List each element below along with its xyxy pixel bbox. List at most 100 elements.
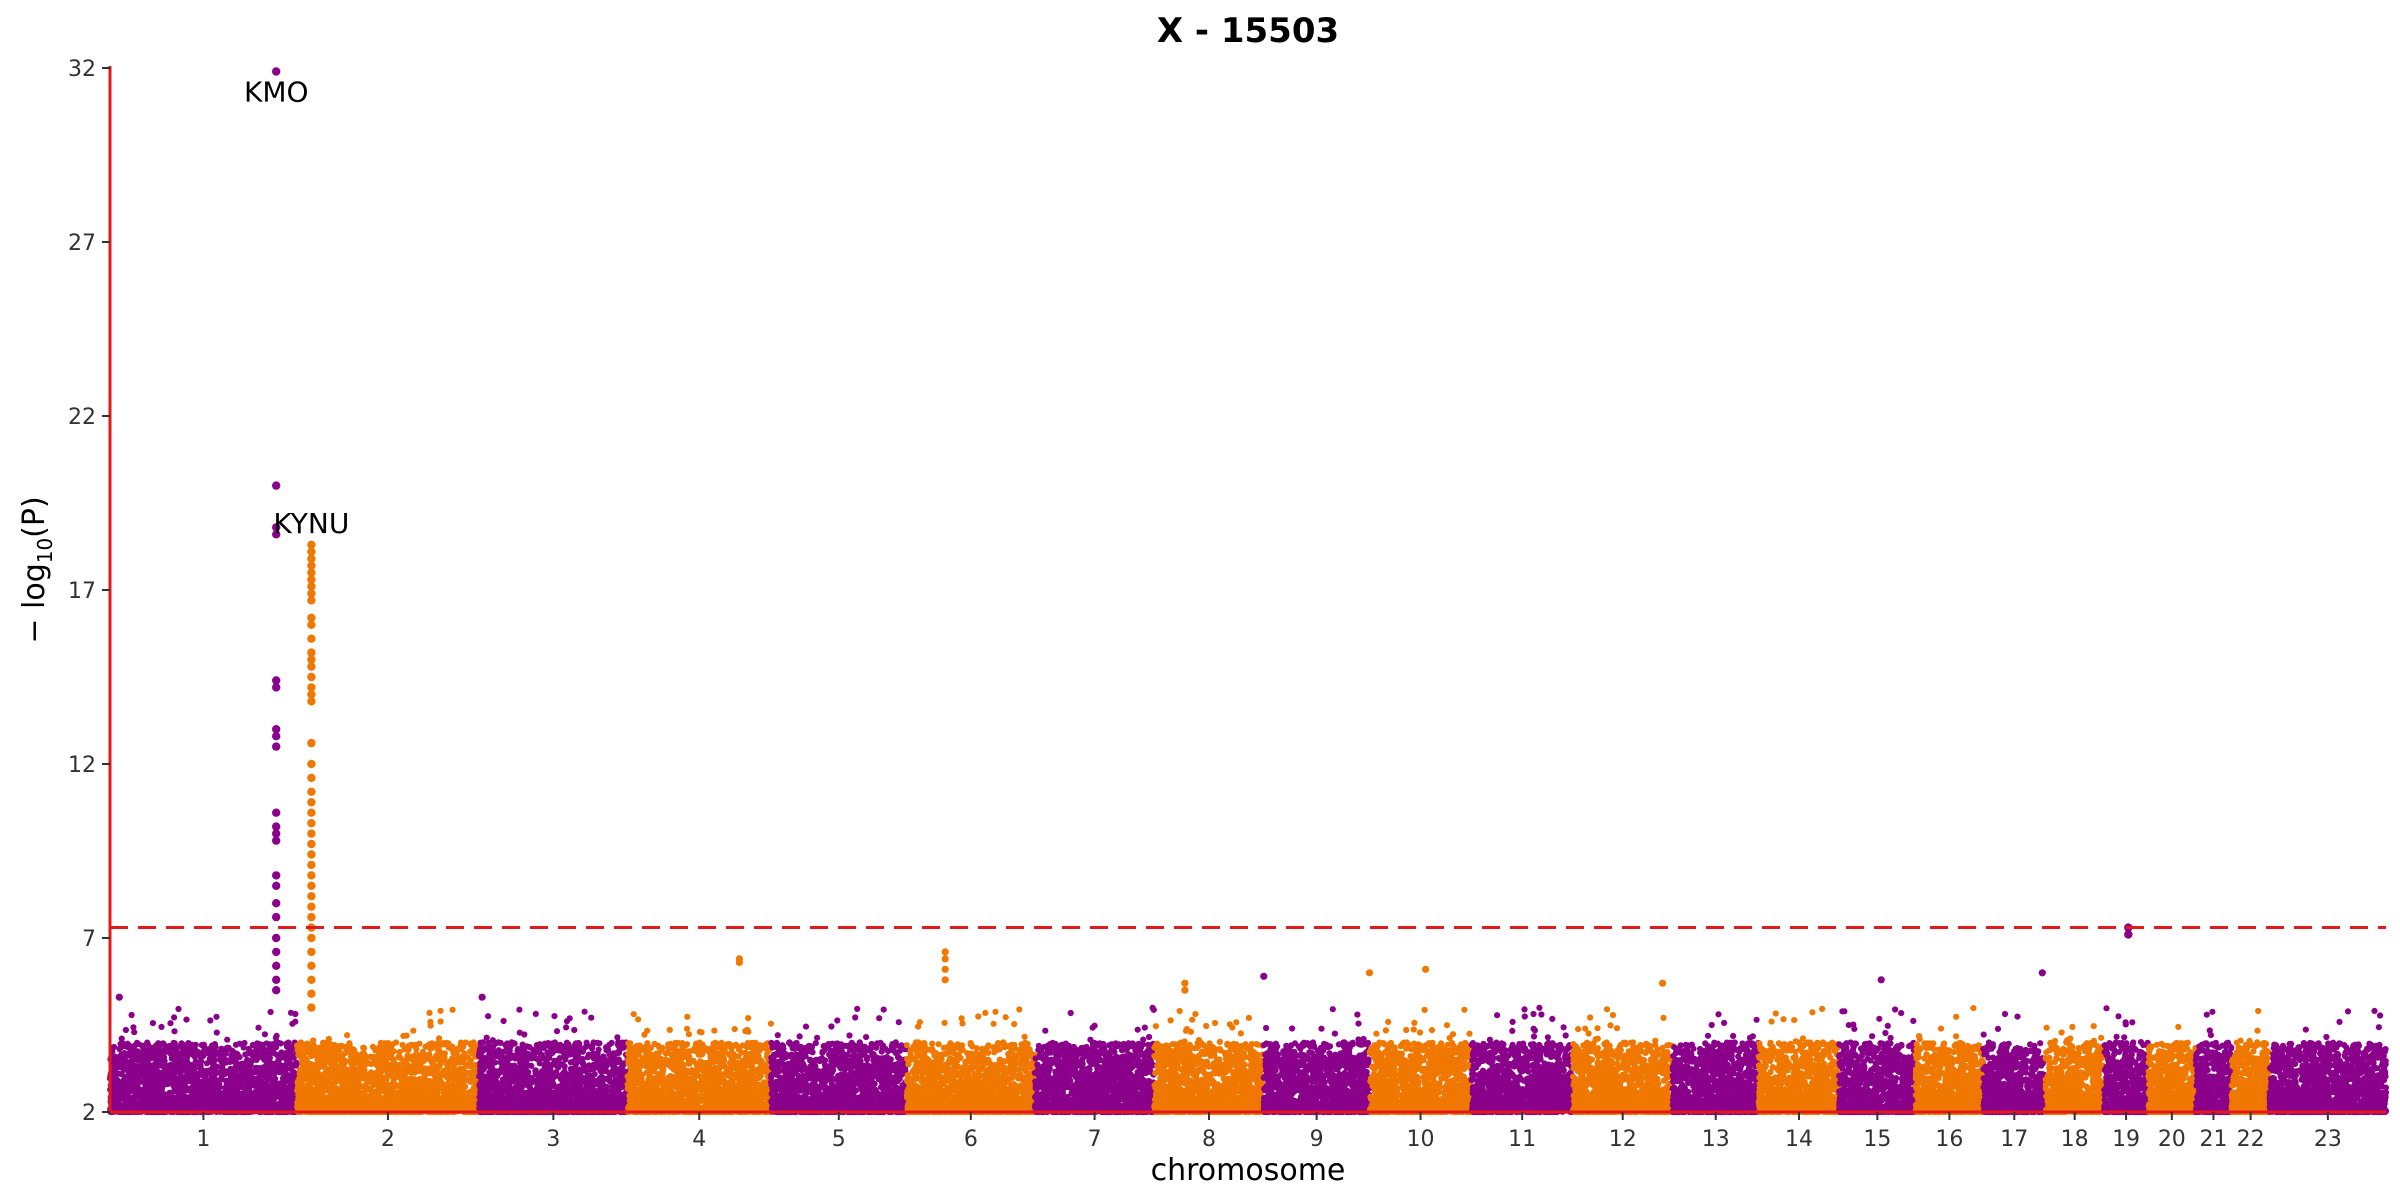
snp-point: [295, 1050, 303, 1057]
chromosome-1-points: [106, 1005, 300, 1116]
snp-point: [386, 1051, 393, 1058]
snp-point: [396, 1054, 403, 1061]
snp-point: [253, 1048, 260, 1055]
snp-point: [161, 1058, 168, 1065]
snp-point: [403, 1046, 410, 1053]
snp-point: [131, 1073, 138, 1080]
snp-point: [370, 1059, 377, 1067]
snp-point: [304, 1058, 311, 1065]
snp-point: [275, 1039, 282, 1046]
snp-point: [171, 1101, 178, 1108]
snp-point: [410, 1027, 417, 1034]
snp-point: [442, 1039, 450, 1046]
snp-point: [231, 1103, 238, 1110]
snp-point: [267, 1059, 274, 1066]
snp-point: [137, 1072, 144, 1079]
snp-point: [351, 1060, 358, 1067]
snp-point: [462, 1075, 469, 1082]
snp-point: [149, 1020, 156, 1027]
snp-point: [139, 1042, 146, 1049]
snp-point: [360, 1044, 367, 1051]
snp-point: [392, 1092, 399, 1100]
snp-point: [206, 1045, 214, 1052]
snp-point: [360, 1050, 368, 1057]
snp-point: [253, 1055, 260, 1062]
snp-point: [348, 1092, 355, 1099]
snp-point: [331, 1050, 338, 1057]
snp-point: [135, 1101, 142, 1108]
snp-point: [398, 1087, 406, 1094]
snp-point: [312, 1075, 319, 1082]
chromosome-2-points: [294, 1006, 483, 1116]
snp-point: [192, 1047, 199, 1054]
snp-point: [157, 1099, 164, 1106]
snp-point: [344, 1044, 351, 1051]
snp-point: [431, 1085, 438, 1092]
snp-point: [239, 1077, 246, 1084]
snp-point: [449, 1006, 456, 1013]
snp-point: [198, 1042, 205, 1049]
snp-point: [426, 1055, 433, 1062]
snp-point: [334, 1065, 341, 1072]
snp-point: [207, 1017, 214, 1024]
snp-point: [415, 1103, 422, 1110]
snp-point: [413, 1041, 420, 1048]
snp-point: [289, 1020, 296, 1027]
snp-point: [448, 1087, 455, 1094]
snp-point: [412, 1068, 419, 1075]
snp-point: [321, 1047, 328, 1054]
snp-point: [310, 1050, 317, 1057]
snp-point: [121, 1081, 128, 1088]
snp-point: [457, 1039, 465, 1046]
snp-point: [571, 1026, 578, 1034]
snp-point: [339, 1081, 346, 1088]
snp-point: [198, 1069, 205, 1076]
snp-point: [189, 1041, 196, 1048]
snp-point: [130, 1052, 137, 1059]
snp-point: [121, 1075, 128, 1082]
snp-point: [270, 1066, 277, 1073]
snp-point: [142, 1082, 149, 1089]
snp-point: [212, 1085, 219, 1092]
snp-point: [453, 1067, 461, 1074]
snp-point: [426, 1041, 433, 1048]
snp-point: [387, 1082, 394, 1089]
snp-point: [286, 1099, 293, 1106]
snp-point: [379, 1075, 386, 1082]
snp-point: [173, 1048, 180, 1055]
snp-point: [158, 1023, 165, 1030]
snp-point: [208, 1052, 215, 1059]
snp-point: [432, 1073, 439, 1080]
snp-point: [321, 1095, 329, 1102]
snp-point: [321, 1072, 329, 1079]
snp-point: [149, 1094, 156, 1102]
snp-point: [175, 1005, 182, 1013]
snp-point: [213, 1099, 220, 1106]
snp-point: [322, 1039, 329, 1046]
snp-point: [183, 1016, 190, 1023]
snp-point: [209, 1059, 216, 1067]
snp-point: [305, 1041, 312, 1048]
snp-point: [156, 1043, 163, 1050]
snp-point: [403, 1060, 410, 1067]
data-points-group: [106, 67, 2390, 1116]
snp-point: [392, 1065, 399, 1072]
snp-point: [456, 1076, 463, 1083]
snp-point: [179, 1091, 186, 1098]
snp-point: [258, 1086, 265, 1093]
snp-point: [131, 1029, 138, 1036]
snp-point: [168, 1043, 175, 1050]
snp-point: [247, 1067, 254, 1074]
snp-point: [211, 1041, 218, 1048]
snp-point: [183, 1099, 191, 1107]
snp-point: [399, 1100, 406, 1107]
snp-point: [437, 1007, 444, 1014]
snp-point: [441, 1067, 448, 1074]
snp-point: [406, 1054, 413, 1061]
snp-point: [400, 1032, 407, 1039]
snp-point: [234, 1087, 241, 1094]
snp-point: [133, 1081, 140, 1088]
snp-point: [292, 1010, 299, 1018]
snp-point: [368, 1088, 375, 1095]
snp-point: [325, 1086, 332, 1093]
